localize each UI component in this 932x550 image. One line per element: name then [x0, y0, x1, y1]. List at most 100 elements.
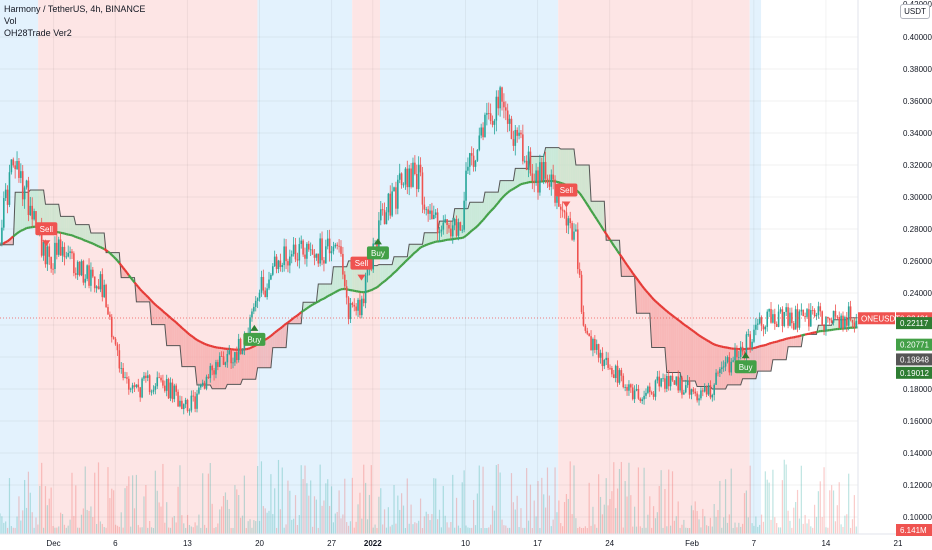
candle-body [205, 376, 208, 389]
cloud-segment [240, 349, 243, 385]
buy-arrow [741, 352, 750, 359]
cloud-segment [20, 192, 23, 231]
candle-body [512, 139, 515, 146]
volume-bar [249, 519, 251, 534]
candle-body [171, 382, 174, 400]
slow-line-segment [372, 287, 376, 291]
volume-bar [696, 510, 698, 534]
cloud-segment [572, 148, 575, 189]
slow-line-segment [111, 254, 115, 258]
cloud-segment [570, 148, 573, 188]
slow-line-segment [101, 247, 105, 250]
candle-body [105, 284, 107, 308]
volume-bar [293, 518, 295, 534]
volume-bar [190, 526, 192, 534]
volume-bar [88, 510, 90, 534]
slow-line-segment [624, 261, 628, 266]
candle-body [537, 170, 539, 193]
cloud-segment [83, 224, 86, 241]
candle-body [777, 311, 780, 327]
volume-bar [270, 474, 272, 534]
time-axis[interactable]: Dec 6 13 20 27 2022 10 17 24 Feb 7 14 21 [46, 539, 903, 548]
volume-bar [425, 511, 427, 534]
candle-body [334, 244, 337, 247]
slow-line-segment [516, 184, 520, 188]
slow-line-segment [329, 293, 333, 297]
volume-legend[interactable]: Vol [4, 16, 17, 26]
slow-line-segment [607, 236, 611, 241]
slow-line-segment [582, 198, 587, 203]
volume-bar [749, 465, 751, 534]
candle-body [31, 205, 34, 220]
volume-bar [399, 509, 401, 534]
cloud-segment [594, 201, 597, 220]
cloud-segment [511, 180, 514, 190]
volume-bar [446, 522, 448, 534]
slow-line-segment [713, 343, 717, 347]
slow-line-segment [414, 250, 418, 254]
slow-line-segment [145, 294, 149, 298]
cloud-segment [335, 266, 338, 293]
volume-bar [806, 523, 808, 534]
cloud-segment [73, 216, 76, 237]
candle-body [431, 210, 433, 220]
volume-bar [484, 528, 486, 534]
volume-bar [842, 526, 844, 534]
cloud-segment [574, 148, 576, 190]
slow-line-segment [152, 302, 157, 306]
slow-line-segment [308, 304, 312, 308]
volume-bar [738, 522, 740, 534]
slow-line-segment [382, 280, 386, 284]
volume-bar [670, 525, 672, 534]
volume-bar [573, 465, 575, 534]
candle-body [6, 189, 9, 205]
volume-bar [550, 526, 552, 534]
volume-bar [300, 465, 302, 534]
slow-line-segment [491, 206, 496, 211]
volume-bar [736, 527, 738, 534]
candle-body [90, 269, 92, 286]
volume-bar [370, 465, 372, 534]
candle-body [307, 243, 310, 250]
candle-body [728, 357, 731, 373]
volume-bar [688, 527, 691, 534]
currency-button[interactable]: USDT [900, 4, 930, 19]
cloud-segment [89, 224, 91, 243]
cloud-segment [257, 343, 260, 368]
candle-body [518, 132, 520, 136]
slow-line-segment [184, 330, 189, 334]
slow-line-segment [370, 288, 374, 292]
cloud-segment [424, 232, 427, 246]
volume-bar [577, 527, 579, 534]
volume-bar [692, 510, 694, 534]
volume-bar [798, 518, 801, 534]
volume-bar [27, 471, 30, 534]
slow-line-segment [597, 221, 602, 226]
volume-bar [836, 505, 838, 534]
volume-bar [732, 527, 734, 534]
symbol-title[interactable]: Harmony / TetherUS, 4h, BINANCE [4, 4, 146, 14]
candle-body [423, 204, 426, 210]
cloud-segment [325, 284, 328, 298]
slow-line-segment [179, 325, 183, 329]
candle-body [461, 229, 464, 231]
slow-line-segment [249, 346, 253, 350]
volume-bar [268, 510, 270, 534]
volume-bar [766, 479, 768, 534]
volume-bar [389, 526, 391, 534]
slow-line-segment [98, 245, 101, 249]
volume-bar [185, 527, 187, 534]
slow-line-segment [694, 331, 698, 335]
candle-body [749, 334, 751, 348]
volume-bar [673, 520, 676, 534]
candle-body [582, 311, 585, 326]
slow-line-segment [154, 303, 158, 308]
y-tick-label: 0.16000 [903, 417, 932, 426]
indicator-legend[interactable]: OH28Trade Ver2 [4, 28, 72, 38]
slow-line-segment [610, 242, 615, 247]
volume-bar [662, 527, 664, 534]
candle-body [124, 377, 126, 378]
volume-bar [228, 508, 230, 534]
cloud-segment [517, 168, 520, 187]
